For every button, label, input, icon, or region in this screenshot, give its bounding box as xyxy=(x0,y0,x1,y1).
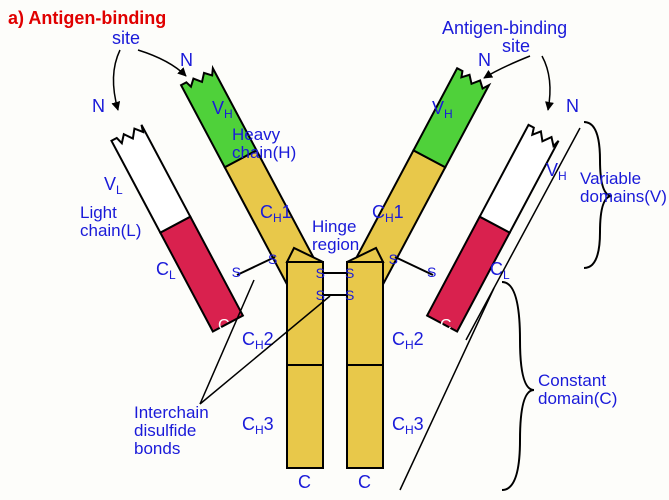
label-C-light-l: C xyxy=(218,317,230,334)
label-interchain3: bonds xyxy=(134,439,180,458)
label-site-right: site xyxy=(502,36,530,56)
label-heavy-chain2: chain(H) xyxy=(232,143,296,162)
label-hinge2: region xyxy=(312,235,359,254)
label-vl-left: VL xyxy=(104,174,123,197)
label-N-hl: N xyxy=(180,50,193,70)
label-variable2: domains(V) xyxy=(580,187,667,206)
svg-text:S: S xyxy=(427,264,436,280)
disulfide-hinge-1: S S xyxy=(316,265,355,281)
label-interchain: Interchain xyxy=(134,403,209,422)
disulfide-lh-right: S S xyxy=(389,251,437,280)
label-light-chain2: chain(L) xyxy=(80,221,141,240)
svg-text:S: S xyxy=(345,265,354,281)
svg-text:CH2: CH2 xyxy=(242,329,274,352)
label-variable: Variable xyxy=(580,169,641,188)
label-hinge: Hinge xyxy=(312,217,356,236)
label-site-left: site xyxy=(112,28,140,48)
label-antigen-right: Antigen-binding xyxy=(442,18,567,38)
label-N-ll: N xyxy=(92,96,105,116)
svg-text:CH2: CH2 xyxy=(392,329,424,352)
label-C-stem-l: C xyxy=(298,472,311,492)
label-light-chain: Light xyxy=(80,203,117,222)
label-heavy-chain: Heavy xyxy=(232,125,281,144)
label-N-lr: N xyxy=(566,96,579,116)
svg-text:S: S xyxy=(232,264,241,280)
svg-text:S: S xyxy=(316,265,325,281)
label-C-light-r: C xyxy=(440,317,452,334)
brace-constant xyxy=(502,282,534,490)
label-constant2: domain(C) xyxy=(538,389,617,408)
label-ch3-left: CH3 xyxy=(242,414,274,437)
label-ch3-right: CH3 xyxy=(392,414,424,437)
label-interchain2: disulfide xyxy=(134,421,196,440)
svg-text:S: S xyxy=(268,251,277,267)
svg-text:CH3: CH3 xyxy=(242,414,274,437)
label-N-hr: N xyxy=(478,50,491,70)
label-constant: Constant xyxy=(538,371,606,390)
label-cl-left: CL xyxy=(156,259,176,282)
svg-text:S: S xyxy=(345,287,354,303)
disulfide-lh-left: S S xyxy=(232,251,278,280)
svg-text:S: S xyxy=(389,251,398,267)
svg-text:CH3: CH3 xyxy=(392,414,424,437)
svg-text:CL: CL xyxy=(156,259,176,282)
disulfide-hinge-2: S S xyxy=(316,287,355,303)
label-ch2-right: CH2 xyxy=(392,329,424,352)
svg-text:VL: VL xyxy=(104,174,123,197)
label-C-stem-r: C xyxy=(358,472,371,492)
label-ch2-left: CH2 xyxy=(242,329,274,352)
light-left-vl xyxy=(111,125,190,233)
antibody-diagram: S S S S S S S S site Antigen-binding sit… xyxy=(0,0,669,500)
